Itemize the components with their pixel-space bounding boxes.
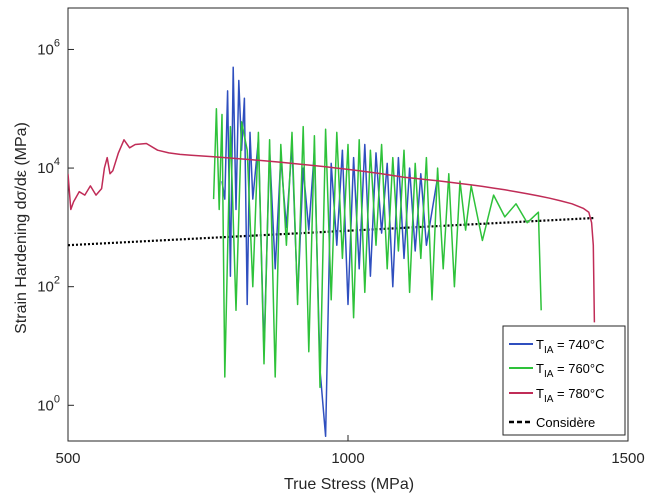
- y-tick-label: 104: [37, 156, 60, 177]
- ticks-layer: 500 1000 1500 100 102 104 106: [37, 37, 645, 467]
- legend-label: TIA = 740°C: [536, 337, 605, 356]
- y-tick-label: 102: [37, 275, 60, 296]
- legend-label: TIA = 760°C: [536, 361, 605, 380]
- series-line-2: [212, 108, 542, 389]
- series-layer: [68, 66, 596, 438]
- x-tick-label: 1500: [611, 450, 644, 467]
- y-tick-label: 106: [37, 37, 60, 58]
- legend: TIA = 740°C TIA = 760°C TIA = 780°C Considè…: [502, 325, 626, 436]
- legend-label: Considère: [536, 415, 595, 430]
- y-tick-label: 100: [37, 393, 60, 414]
- series-line-3: [68, 139, 596, 323]
- x-tick-label: 500: [55, 450, 80, 467]
- x-axis-title: True Stress (MPa): [284, 476, 414, 493]
- y-axis-title: Strain Hardening dσ/dε (MPa): [13, 122, 30, 334]
- series-line-1: [221, 66, 439, 438]
- legend-label: TIA = 780°C: [536, 386, 605, 405]
- x-tick-label: 1000: [331, 450, 364, 467]
